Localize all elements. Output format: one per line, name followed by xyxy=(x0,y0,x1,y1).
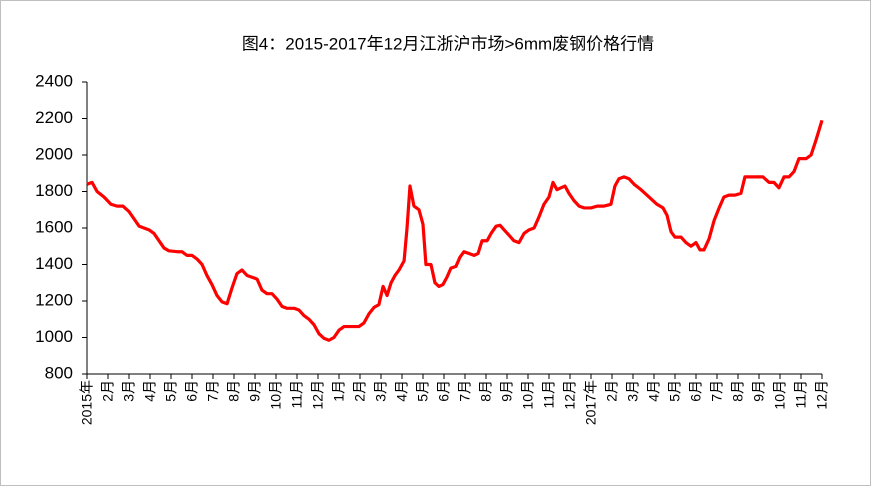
x-tick-label: 4月 xyxy=(394,380,410,402)
chart-title: 图4：2015-2017年12月江浙沪市场>6mm废钢价格行情 xyxy=(242,34,654,53)
x-tick-label: 2月 xyxy=(604,380,620,402)
x-tick-label: 7月 xyxy=(709,380,725,402)
price-line xyxy=(86,119,824,342)
x-tick-label: 2015年 xyxy=(79,380,95,425)
x-tick-label: 9月 xyxy=(247,380,263,402)
x-tick-label: 8月 xyxy=(478,380,494,402)
x-tick-label: 6月 xyxy=(436,380,452,402)
y-tick-label: 2000 xyxy=(35,144,73,163)
x-tick-label: 7月 xyxy=(457,380,473,402)
x-tick-label: 8月 xyxy=(226,380,242,402)
x-tick-label: 2月 xyxy=(352,380,368,402)
x-tick-label: 12月 xyxy=(814,380,830,410)
x-tick-label: 8月 xyxy=(730,380,746,402)
x-tick-label: 10月 xyxy=(520,380,536,410)
x-tick-label: 4月 xyxy=(142,380,158,402)
y-tick-label: 1800 xyxy=(35,181,73,200)
y-tick-label: 1200 xyxy=(35,290,73,309)
y-tick-label: 2400 xyxy=(35,71,73,90)
x-tick-label: 10月 xyxy=(772,380,788,410)
x-tick-label: 7月 xyxy=(205,380,221,402)
x-tick-label: 6月 xyxy=(184,380,200,402)
x-tick-label: 3月 xyxy=(373,380,389,402)
x-tick-label: 6月 xyxy=(688,380,704,402)
y-tick-label: 1000 xyxy=(35,327,73,346)
x-tick-label: 5月 xyxy=(415,380,431,402)
x-tick-label: 11月 xyxy=(541,380,557,409)
x-tick-label: 9月 xyxy=(499,380,515,402)
x-tick-label: 11月 xyxy=(289,380,305,409)
x-tick-label: 2月 xyxy=(100,380,116,402)
x-tick-label: 10月 xyxy=(268,380,284,410)
x-tick-label: 2017年 xyxy=(583,380,599,425)
x-tick-label: 3月 xyxy=(625,380,641,402)
y-tick-label: 800 xyxy=(45,363,73,382)
y-tick-label: 1400 xyxy=(35,254,73,273)
x-tick-label: 5月 xyxy=(667,380,683,402)
x-tick-label: 5月 xyxy=(163,380,179,402)
y-tick-label: 1600 xyxy=(35,217,73,236)
x-tick-label: 12月 xyxy=(310,380,326,410)
x-tick-label: 11月 xyxy=(793,380,809,409)
x-tick-label: 1月 xyxy=(331,380,347,402)
y-tick-label: 2200 xyxy=(35,108,73,127)
x-tick-label: 4月 xyxy=(646,380,662,402)
x-tick-label: 3月 xyxy=(121,380,137,402)
x-tick-label: 9月 xyxy=(751,380,767,402)
x-tick-label: 12月 xyxy=(562,380,578,410)
